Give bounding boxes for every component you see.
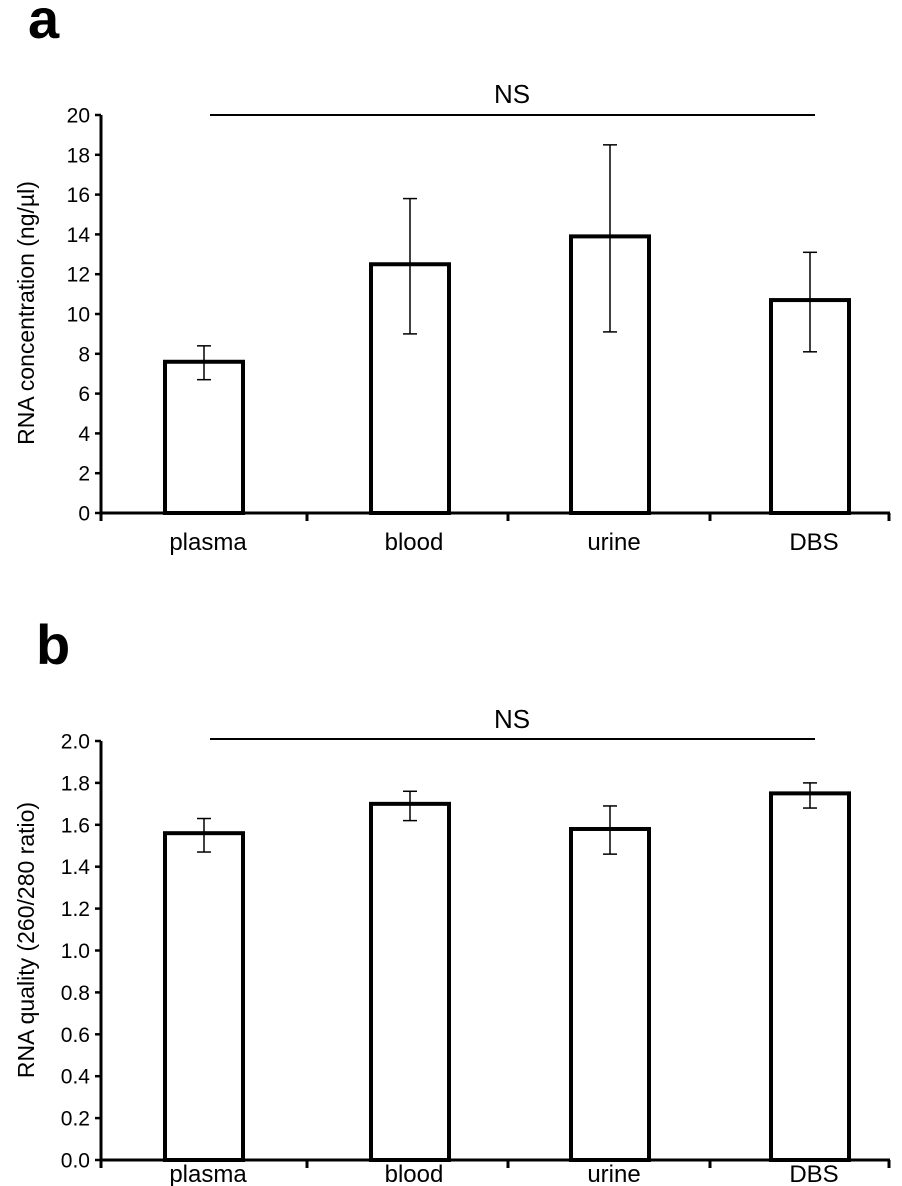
- panel-b-y-tick-label-8: 1.6: [61, 814, 90, 837]
- panel-a-y-tick-label-9: 18: [67, 144, 90, 167]
- panel-a-bar-plasma: [163, 359, 245, 516]
- panel-b-bar-DBS: [769, 791, 851, 1162]
- panel-a-x-tick-label-plasma: plasma: [169, 529, 247, 556]
- panel-a-chart: a NS RNA concentration (ng/µl) 0 2 4 6 8 10 12…: [13, 0, 891, 556]
- panel-b-y-tick-label-2: 0.4: [61, 1066, 91, 1089]
- panel-a-y-tick-label-1: 2: [78, 463, 90, 486]
- panel-a-y-tick-label-6: 12: [67, 264, 90, 287]
- panel-b-y-tick-label-0: 0.0: [61, 1150, 90, 1173]
- panel-a-y-tick-label-7: 14: [67, 224, 91, 247]
- panel-b-y-tick-label-4: 0.8: [61, 982, 90, 1005]
- panel-b-bar-plasma: [163, 831, 245, 1162]
- panel-b-x-tick-label-blood: blood: [385, 1161, 444, 1186]
- panel-b-significance-label: NS: [494, 704, 530, 734]
- panel-a-y-tick-label-0: 0: [78, 503, 90, 526]
- panel-a-y-axis-title: RNA concentration (ng/µl): [13, 181, 39, 445]
- panel-b-y-tick-label-7: 1.4: [61, 856, 91, 879]
- panel-a-x-tick-label-blood: blood: [385, 529, 444, 556]
- panel-a-x-tick-label-urine: urine: [587, 529, 640, 556]
- panel-a-y-tick-label-4: 8: [78, 343, 90, 366]
- panel-a-y-tick-label-2: 4: [78, 423, 90, 446]
- panel-b-bar-urine: [569, 826, 651, 1162]
- panel-a-significance-label: NS: [494, 79, 530, 109]
- panel-a-y-tick-label-3: 6: [78, 383, 90, 406]
- panel-a-y-tick-label-10: 20: [67, 105, 90, 128]
- panel-b-y-tick-label-5: 1.0: [61, 940, 90, 963]
- panel-b-x-tick-label-plasma: plasma: [169, 1161, 247, 1186]
- panel-a-x-tick-label-DBS: DBS: [789, 529, 838, 556]
- panel-b-x-tick-label-urine: urine: [587, 1161, 640, 1186]
- panel-a-label: a: [28, 0, 60, 50]
- panel-b-y-tick-label-10: 2.0: [61, 731, 90, 754]
- panel-b-label: b: [36, 613, 70, 676]
- panel-a-y-tick-label-8: 16: [67, 184, 90, 207]
- panel-b-bar-blood: [369, 801, 451, 1162]
- panel-b-y-tick-label-9: 1.8: [61, 772, 90, 795]
- panel-b-chart: b NS RNA quality (260/280 ratio) 0.0 0.2 0…: [13, 613, 891, 1186]
- panel-b-x-tick-label-DBS: DBS: [789, 1161, 838, 1186]
- panel-b-y-axis-title: RNA quality (260/280 ratio): [13, 802, 39, 1078]
- panel-b-y-tick-label-1: 0.2: [61, 1108, 90, 1131]
- panel-b-y-tick-label-3: 0.6: [61, 1024, 90, 1047]
- panel-b-y-tick-label-6: 1.2: [61, 898, 90, 921]
- panel-a-y-tick-label-5: 10: [67, 304, 90, 327]
